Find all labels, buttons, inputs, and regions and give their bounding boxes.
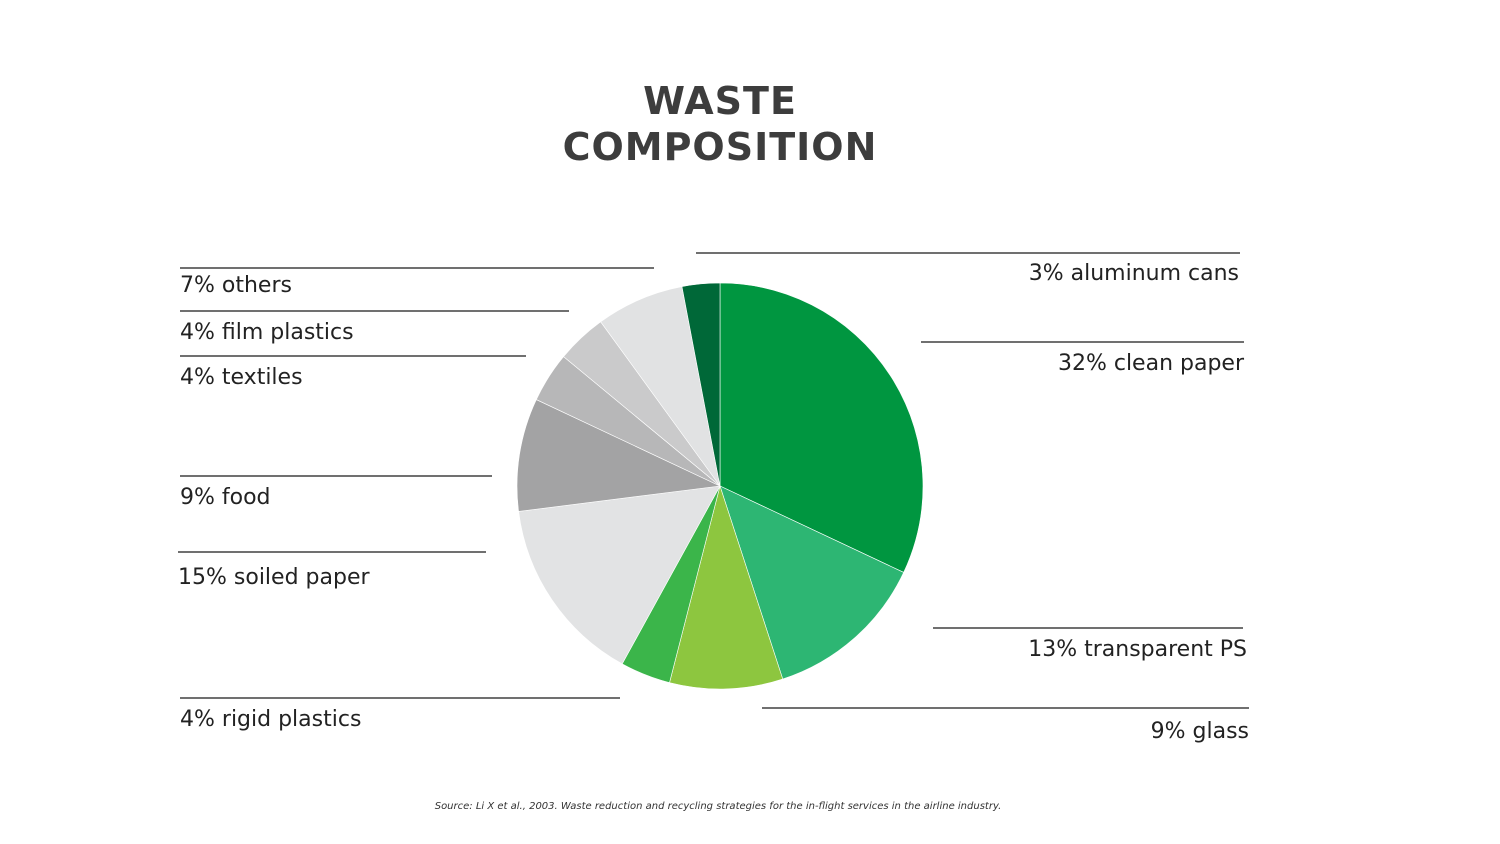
slice-label: 32% clean paper [1058, 351, 1245, 376]
slice-label: 13% transparent PS [1028, 637, 1247, 662]
slice-label: 4% rigid plastics [180, 707, 361, 732]
pie-slices [516, 282, 924, 690]
slice-label: 9% glass [1151, 719, 1249, 744]
slice-label: 4% textiles [180, 365, 303, 390]
slice-label: 4% film plastics [180, 320, 354, 345]
source-note: Source: Li X et al., 2003. Waste reducti… [434, 801, 1002, 812]
pie-slice-transparent-ps [719, 485, 905, 680]
slice-label: 7% others [180, 273, 292, 298]
chart-title-line-1: WASTE [643, 79, 797, 123]
slice-label: 9% food [180, 485, 271, 510]
pie-slice-food [516, 399, 722, 512]
pie-slice-clean-paper [719, 282, 924, 573]
slice-label: 15% soiled paper [178, 565, 370, 590]
pie-slice-soiled-paper [518, 485, 721, 665]
pie-slice-aluminum-cans [681, 282, 721, 487]
pie-slice-glass [669, 484, 784, 690]
slice-label: 3% aluminum cans [1029, 261, 1239, 286]
chart-title-line-2: COMPOSITION [562, 125, 878, 169]
slice-labels: 32% clean paper 13% transparent PS 9% glas… [178, 252, 1249, 744]
